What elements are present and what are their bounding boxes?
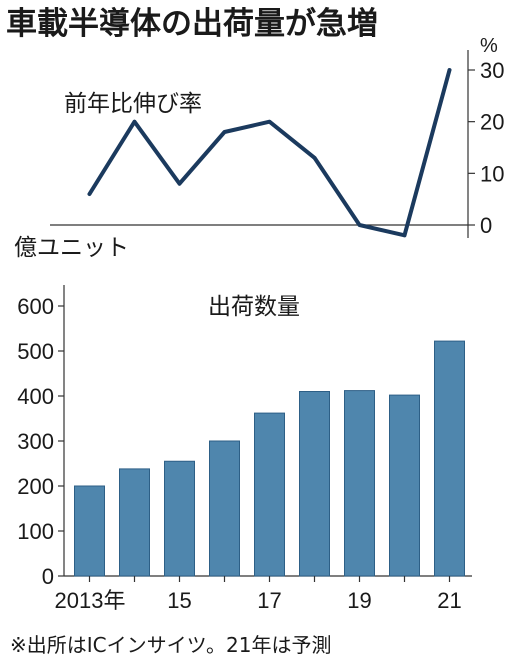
line-point xyxy=(267,119,272,124)
line-chart-y-tick-label: 10 xyxy=(480,161,504,186)
line-chart-y-tick-label: 0 xyxy=(480,213,492,238)
bar-chart-x-tick-label: 2013年 xyxy=(55,588,126,613)
bar-chart-y-tick-label: 400 xyxy=(17,384,54,409)
line-point xyxy=(222,130,227,134)
line-chart-label: 前年比伸び率 xyxy=(64,91,202,117)
bar xyxy=(254,412,285,577)
bar xyxy=(164,460,195,577)
line-point xyxy=(132,119,137,124)
bar-chart-y-tick-label: 0 xyxy=(42,564,54,589)
bar xyxy=(299,391,330,577)
bar xyxy=(434,340,465,577)
bar-chart-y-tick-label: 100 xyxy=(17,519,54,544)
line-chart-y-tick-label: 30 xyxy=(480,58,504,83)
line-point xyxy=(87,192,92,196)
line-chart-y-tick-label: 20 xyxy=(480,110,504,135)
bar-chart-x-tick-label: 21 xyxy=(437,588,461,613)
bar xyxy=(344,390,375,577)
bar xyxy=(209,440,240,577)
line-point xyxy=(177,181,182,186)
bar-chart-y-tick-label: 600 xyxy=(17,294,54,319)
bar xyxy=(74,485,105,577)
chart-title: 車載半導体の出荷量が急増 xyxy=(6,6,378,42)
bar-chart-y-tick-label: 200 xyxy=(17,474,54,499)
bar xyxy=(119,468,150,577)
source-note: ※出所はICインサイツ。21年は予測 xyxy=(10,633,331,657)
bar-chart-y-tick-label: 500 xyxy=(17,339,54,364)
line-point xyxy=(312,156,317,160)
line-point xyxy=(447,68,452,72)
line-chart-unit: % xyxy=(480,35,498,57)
bar xyxy=(389,394,420,577)
line-point xyxy=(402,233,407,238)
bar-chart-label: 出荷数量 xyxy=(208,294,300,320)
bar-chart-unit: 億ユニット xyxy=(14,235,129,261)
line-point xyxy=(357,223,362,227)
bar-chart-y-tick-label: 300 xyxy=(17,429,54,454)
bar-chart-x-tick-label: 15 xyxy=(167,588,191,613)
bar-chart-x-tick-label: 19 xyxy=(347,588,371,613)
bar-chart-x-tick-label: 17 xyxy=(257,588,281,613)
